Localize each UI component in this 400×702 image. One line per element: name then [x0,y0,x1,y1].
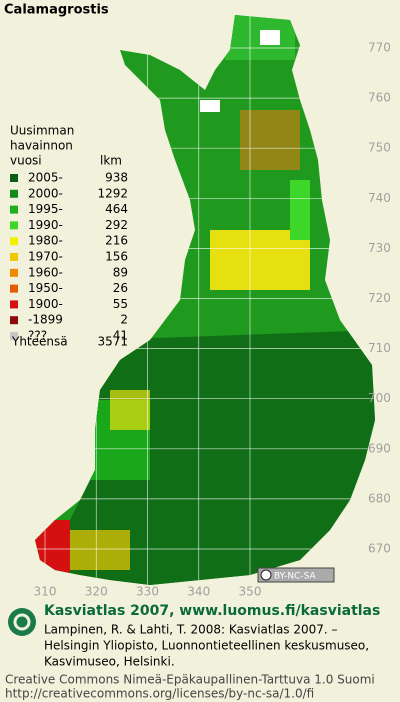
grid-label: 730 [368,241,391,255]
legend-count: 26 [113,281,128,295]
legend-count-heading: lkm [100,154,122,168]
grid-label: 720 [368,291,391,305]
grid-label: 700 [368,391,391,405]
badge-box [257,567,335,583]
grid-label: 740 [368,191,391,205]
legend-heading: vuosi [10,154,42,168]
legend-count: 216 [105,234,128,248]
legend-label: 1970- [28,250,63,264]
legend-swatch [10,332,18,340]
badge-icon [260,569,272,581]
total-label: Yhteensä [11,335,68,349]
legend-count: 55 [113,297,128,311]
legend-count: 292 [105,218,128,232]
legend-swatch [10,284,18,293]
grid-label: 750 [368,141,391,155]
grid-label: 770 [368,41,391,55]
grid-label: 670 [368,542,391,556]
citation-line: Lampinen, R. & Lahti, T. 2008: Kasviatla… [44,623,338,637]
legend-swatch [10,316,18,325]
legend-swatch [10,174,18,182]
legend-count: 2 [120,313,128,327]
license-line: Creative Commons Nimeä-Epäkaupallinen-Ta… [5,673,375,687]
legend-heading: Uusimman [10,124,74,138]
grid-label: 710 [368,341,391,355]
legend-swatch [10,253,18,261]
legend-label: 1980- [28,234,63,248]
logo-swirl [13,613,31,631]
legend-label: 1960- [28,265,63,279]
legend-swatch [10,237,18,246]
species-title: Calamagrostis [4,3,109,18]
legend-count: 1292 [97,186,128,200]
legend-swatch [10,300,18,309]
legend-label: 1995- [28,202,63,216]
grid-label: 320 [85,585,108,599]
logo-circle [8,608,36,636]
legend-heading: havainnon [10,139,73,153]
legend-swatch [10,189,18,198]
legend-swatch [10,205,18,214]
logo [8,608,36,636]
legend-count: 156 [105,250,128,264]
grid-label: 310 [34,585,57,599]
badge-text: BY-NC-SA [274,572,317,582]
legend-count: 41 [113,329,128,343]
legend-swatch [10,268,18,277]
grid-label: 350 [239,585,262,599]
citation-line: Helsingin Yliopisto, Luonnontieteellinen… [44,639,369,653]
grid-label: 690 [368,441,391,455]
legend-label: 1950- [28,281,63,295]
legend-count: 938 [105,171,128,185]
legend-swatch [10,221,18,230]
grid-label: 760 [368,91,391,105]
legend-label: 2000- [28,186,63,200]
license-badge: BY-NC-SA [257,567,335,583]
grid-label: 680 [368,491,391,505]
legend-count: 464 [105,202,128,216]
legend-label: ??? [28,329,47,343]
legend-count: 89 [113,265,128,279]
site-title: Kasviatlas 2007, www.luomus.fi/kasviatla… [44,603,380,619]
legend-label: 1990- [28,218,63,232]
license-line: http://creativecommons.org/licenses/by-n… [5,687,314,701]
total-count: 3571 [97,335,128,349]
grid-label: 330 [136,585,159,599]
legend-label: 2005- [28,171,63,185]
citation-line: Kasvimuseo, Helsinki. [44,655,175,669]
grid-label: 340 [187,585,210,599]
legend-label: 1900- [28,297,63,311]
legend-label: -1899 [28,313,63,327]
